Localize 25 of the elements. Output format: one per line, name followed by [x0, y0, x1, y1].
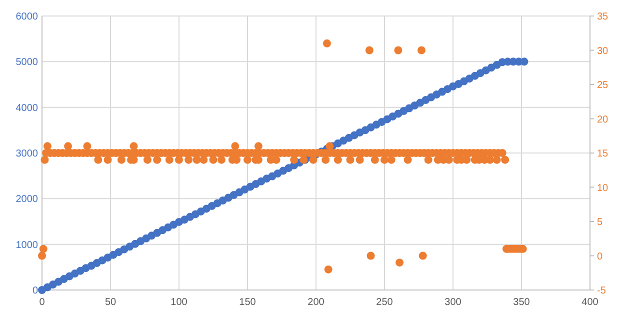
- x-tick-label: 100: [170, 297, 188, 308]
- y2-tick-label: 15: [597, 148, 609, 160]
- x-tick-label: 0: [39, 297, 46, 308]
- y2-tick-label: 25: [597, 80, 609, 91]
- y-tick-label: 4000: [16, 102, 38, 114]
- y-tick-label: 2000: [16, 194, 38, 206]
- x-tick-label: 250: [376, 297, 394, 308]
- y-tick-label: 0: [32, 286, 38, 296]
- x-tick-label: 300: [444, 297, 462, 308]
- x-tick-label: 200: [308, 297, 325, 308]
- y-tick-label: 5000: [16, 57, 38, 68]
- x-tick-label: 150: [239, 297, 256, 308]
- y2-tick-label: 10: [597, 182, 609, 194]
- x-tick-label: 350: [513, 297, 530, 308]
- y-tick-label: 6000: [16, 12, 38, 22]
- y-tick-label: 3000: [16, 148, 38, 160]
- y2-tick-label: -5: [597, 286, 606, 296]
- y2-tick-label: 20: [597, 114, 609, 126]
- y2-tick-label: 0: [597, 251, 603, 262]
- y-tick-label: 1000: [16, 240, 38, 251]
- y2-tick-label: 30: [597, 46, 609, 57]
- y2-tick-label: 5: [597, 217, 603, 228]
- x-tick-label: 50: [104, 297, 116, 308]
- x-tick-label: 400: [582, 297, 599, 308]
- y2-tick-label: 35: [597, 12, 609, 22]
